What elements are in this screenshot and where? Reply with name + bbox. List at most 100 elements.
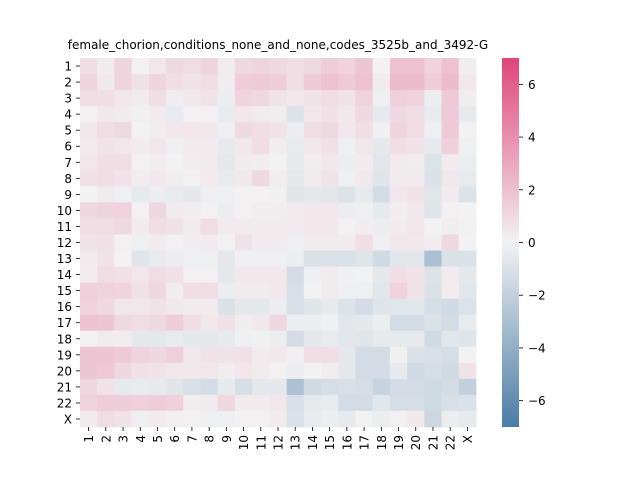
heatmap-cell-8-20: [407, 170, 425, 187]
heatmap-cell-11-15: [321, 218, 339, 235]
heatmap-cell-5-19: [389, 122, 408, 139]
heatmap-cell-6-11: [252, 138, 270, 155]
heatmap-cell-19-7: [183, 346, 201, 364]
heatmap-cell-17-18: [372, 314, 391, 332]
heatmap-cell-18-22: [441, 330, 460, 348]
heatmap-cell-7-14: [303, 154, 322, 171]
heatmap-cell-1-13: [286, 58, 305, 75]
heatmap-cell-21-16: [338, 378, 356, 396]
heatmap-cell-10-X: [458, 202, 477, 219]
heatmap-cell-2-3: [114, 74, 133, 91]
heatmap-cell-21-17: [355, 378, 374, 396]
heatmap-cell-2-1: [80, 74, 98, 91]
heatmap-cell-22-1: [80, 394, 98, 412]
y-tick-label: 19: [57, 348, 72, 362]
heatmap-cell-12-12: [269, 234, 288, 251]
heatmap-cell-19-10: [234, 346, 253, 364]
heatmap-cell-22-9: [217, 394, 236, 412]
heatmap-cell-2-5: [148, 74, 167, 91]
heatmap-cell-21-13: [286, 378, 305, 396]
heatmap-cell-2-10: [234, 74, 253, 91]
heatmap-cell-21-22: [441, 378, 460, 396]
heatmap-cell-6-1: [80, 138, 98, 155]
heatmap-cell-22-14: [303, 394, 322, 412]
heatmap-cell-5-12: [269, 122, 288, 139]
heatmap-cell-20-20: [407, 362, 425, 380]
heatmap-cell-10-2: [97, 202, 115, 219]
heatmap-cell-10-18: [372, 202, 391, 219]
heatmap-cell-7-9: [217, 154, 236, 171]
heatmap-cell-11-20: [407, 218, 425, 235]
heatmap-cell-3-19: [389, 90, 408, 107]
heatmap-cell-19-13: [286, 346, 305, 364]
heatmap-cell-11-8: [200, 218, 219, 235]
heatmap-cell-21-1: [80, 378, 98, 396]
heatmap-cell-22-10: [234, 394, 253, 412]
heatmap-cell-3-7: [183, 90, 201, 107]
heatmap-cell-20-3: [114, 362, 133, 380]
heatmap-cell-17-8: [200, 314, 219, 332]
heatmap-cell-8-1: [80, 170, 98, 187]
heatmap-cell-10-16: [338, 202, 356, 219]
heatmap-cell-7-11: [252, 154, 270, 171]
heatmap-cell-11-5: [148, 218, 167, 235]
heatmap-cell-15-19: [389, 282, 408, 300]
x-tick-label: 15: [323, 435, 337, 450]
heatmap-cell-4-3: [114, 106, 133, 123]
heatmap-cell-21-14: [303, 378, 322, 396]
heatmap-cell-13-6: [166, 250, 184, 267]
heatmap-cell-8-19: [389, 170, 408, 187]
heatmap-cell-5-22: [441, 122, 460, 139]
heatmap-cell-9-1: [80, 186, 98, 203]
heatmap-cell-12-7: [183, 234, 201, 251]
y-tick-label: 17: [57, 316, 72, 330]
heatmap-cell-13-X: [458, 250, 477, 267]
y-tick-label: 2: [64, 76, 72, 90]
heatmap-cell-13-21: [424, 250, 442, 267]
colorbar-tick-label: −4: [528, 341, 546, 355]
heatmap-cell-4-14: [303, 106, 322, 123]
heatmap-cell-16-5: [148, 298, 167, 316]
heatmap-cell-9-14: [303, 186, 322, 203]
heatmap-cell-18-3: [114, 330, 133, 348]
heatmap-cell-8-5: [148, 170, 167, 187]
heatmap-cell-16-18: [372, 298, 391, 316]
heatmap-cell-10-22: [441, 202, 460, 219]
heatmap-cell-18-19: [389, 330, 408, 348]
heatmap-cell-13-8: [200, 250, 219, 267]
heatmap-cell-5-X: [458, 122, 477, 139]
heatmap-cell-4-1: [80, 106, 98, 123]
heatmap-cell-4-6: [166, 106, 184, 123]
heatmap-cell-21-21: [424, 378, 442, 396]
heatmap-cell-5-2: [97, 122, 115, 139]
y-tick-label: 5: [64, 124, 72, 138]
heatmap-cell-8-7: [183, 170, 201, 187]
heatmap-cell-14-1: [80, 266, 98, 284]
heatmap-cell-13-2: [97, 250, 115, 267]
heatmap-cell-2-16: [338, 74, 356, 91]
heatmap-cell-4-X: [458, 106, 477, 123]
heatmap-cell-21-2: [97, 378, 115, 396]
heatmap-cell-19-6: [166, 346, 184, 364]
heatmap-cell-1-4: [131, 58, 150, 75]
heatmap-cell-8-22: [441, 170, 460, 187]
heatmap-cell-13-5: [148, 250, 167, 267]
heatmap-cell-21-6: [166, 378, 184, 396]
heatmap-cell-5-14: [303, 122, 322, 139]
heatmap-cell-15-16: [338, 282, 356, 300]
heatmap-cell-7-12: [269, 154, 288, 171]
heatmap-cell-4-9: [217, 106, 236, 123]
heatmap-cell-15-X: [458, 282, 477, 300]
heatmap-cell-6-7: [183, 138, 201, 155]
heatmap-cell-8-11: [252, 170, 270, 187]
heatmap-cell-5-16: [338, 122, 356, 139]
heatmap-cell-20-21: [424, 362, 442, 380]
heatmap-cell-10-8: [200, 202, 219, 219]
heatmap-cell-4-5: [148, 106, 167, 123]
heatmap-cell-4-22: [441, 106, 460, 123]
heatmap-cell-13-19: [389, 250, 408, 267]
y-tick-label: 11: [57, 220, 72, 234]
heatmap-cell-13-15: [321, 250, 339, 267]
heatmap-cell-17-12: [269, 314, 288, 332]
heatmap-cell-15-22: [441, 282, 460, 300]
